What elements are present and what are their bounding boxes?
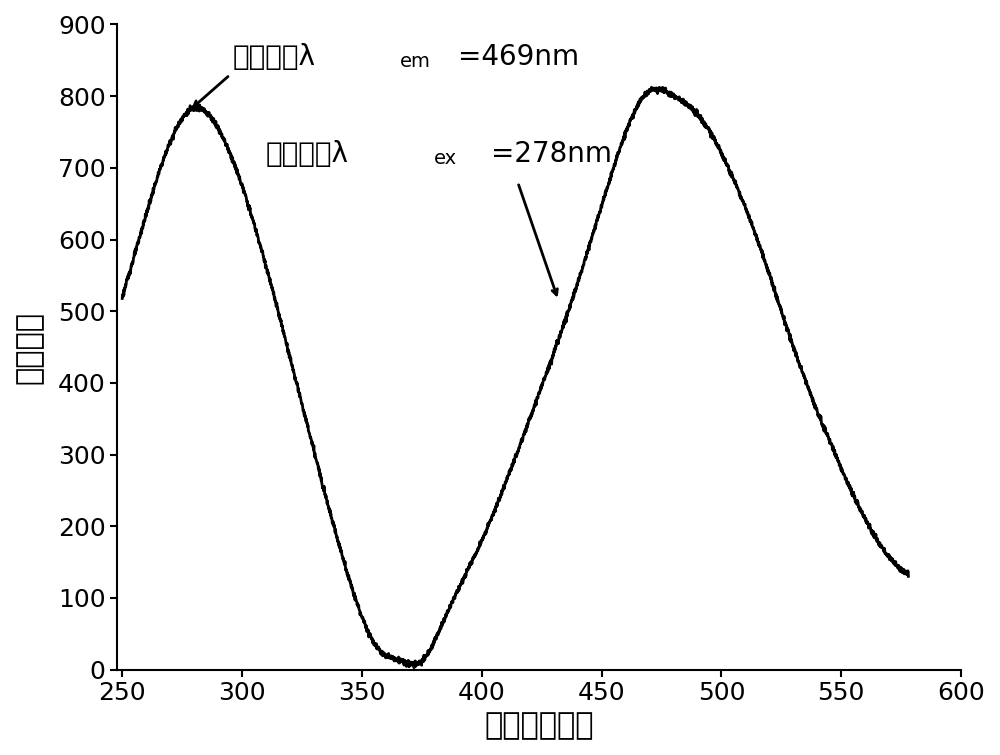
Text: em: em	[400, 52, 431, 71]
Text: =278nm: =278nm	[491, 140, 612, 168]
X-axis label: 波长（纳米）: 波长（纳米）	[485, 711, 594, 740]
Text: =469nm: =469nm	[458, 43, 579, 71]
Text: ex: ex	[434, 149, 457, 168]
Y-axis label: 相对强度: 相对强度	[15, 310, 44, 384]
Text: 激发波长λ: 激发波长λ	[266, 140, 349, 168]
Text: 监控波长λ: 监控波长λ	[232, 43, 315, 71]
